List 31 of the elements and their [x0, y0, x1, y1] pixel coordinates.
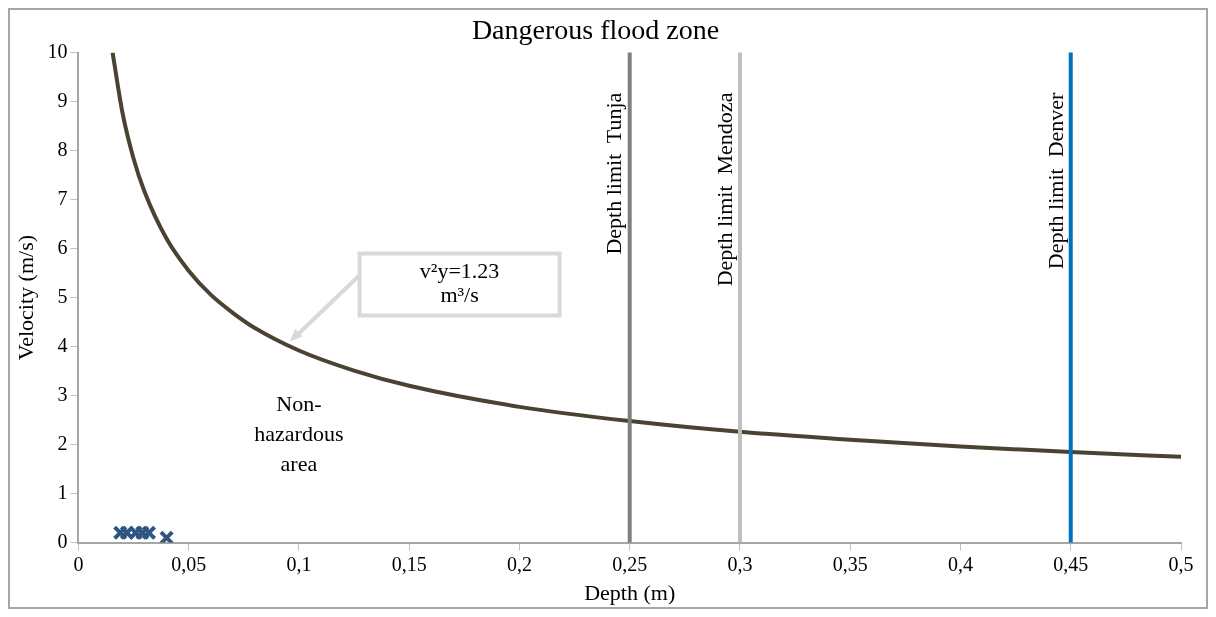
chart-title: Dangerous flood zone — [471, 14, 720, 46]
x-tick-label: 0,35 — [832, 552, 868, 575]
y-tick-label: 8 — [57, 137, 68, 160]
x-tick-label: 0,15 — [391, 552, 427, 575]
y-tick-label: 2 — [57, 431, 68, 454]
y-tick-label: 0 — [57, 529, 68, 552]
annotation: v²y=1.23 m³/s — [419, 258, 500, 308]
annotation: Non-hazardous area — [254, 390, 344, 476]
x-tick-label: 0 — [73, 552, 84, 575]
line-series — [110, 52, 1181, 459]
y-tick-label: 7 — [57, 186, 68, 209]
x-tick-label: 0,2 — [506, 552, 532, 575]
x-tick-label: 0,5 — [1168, 552, 1194, 575]
x-tick-label: 0,45 — [1053, 552, 1089, 575]
y-tick-label: 3 — [57, 382, 68, 405]
x-tick-label: 0,4 — [947, 552, 973, 575]
ref-line-label: Depth limit Mendoza — [711, 92, 737, 287]
x-tick-label: 0,25 — [612, 552, 648, 575]
y-tick-label: 6 — [57, 235, 68, 258]
ref-line-label: Depth limit Tunja — [601, 92, 627, 255]
y-tick-label: 9 — [57, 88, 68, 111]
x-tick-label: 0,3 — [727, 552, 753, 575]
x-tick-label: 0,05 — [171, 552, 207, 575]
x-axis-title: Depth (m) — [584, 579, 676, 605]
y-tick-label: 1 — [57, 480, 68, 503]
y-tick-label: 10 — [47, 39, 68, 62]
ref-line-label: Depth limit Denver — [1042, 91, 1068, 270]
y-tick-label: 5 — [57, 284, 68, 307]
y-tick-label: 4 — [57, 333, 68, 356]
y-axis-title: Velocity (m/s) — [12, 234, 38, 361]
x-tick-label: 0,1 — [286, 552, 312, 575]
